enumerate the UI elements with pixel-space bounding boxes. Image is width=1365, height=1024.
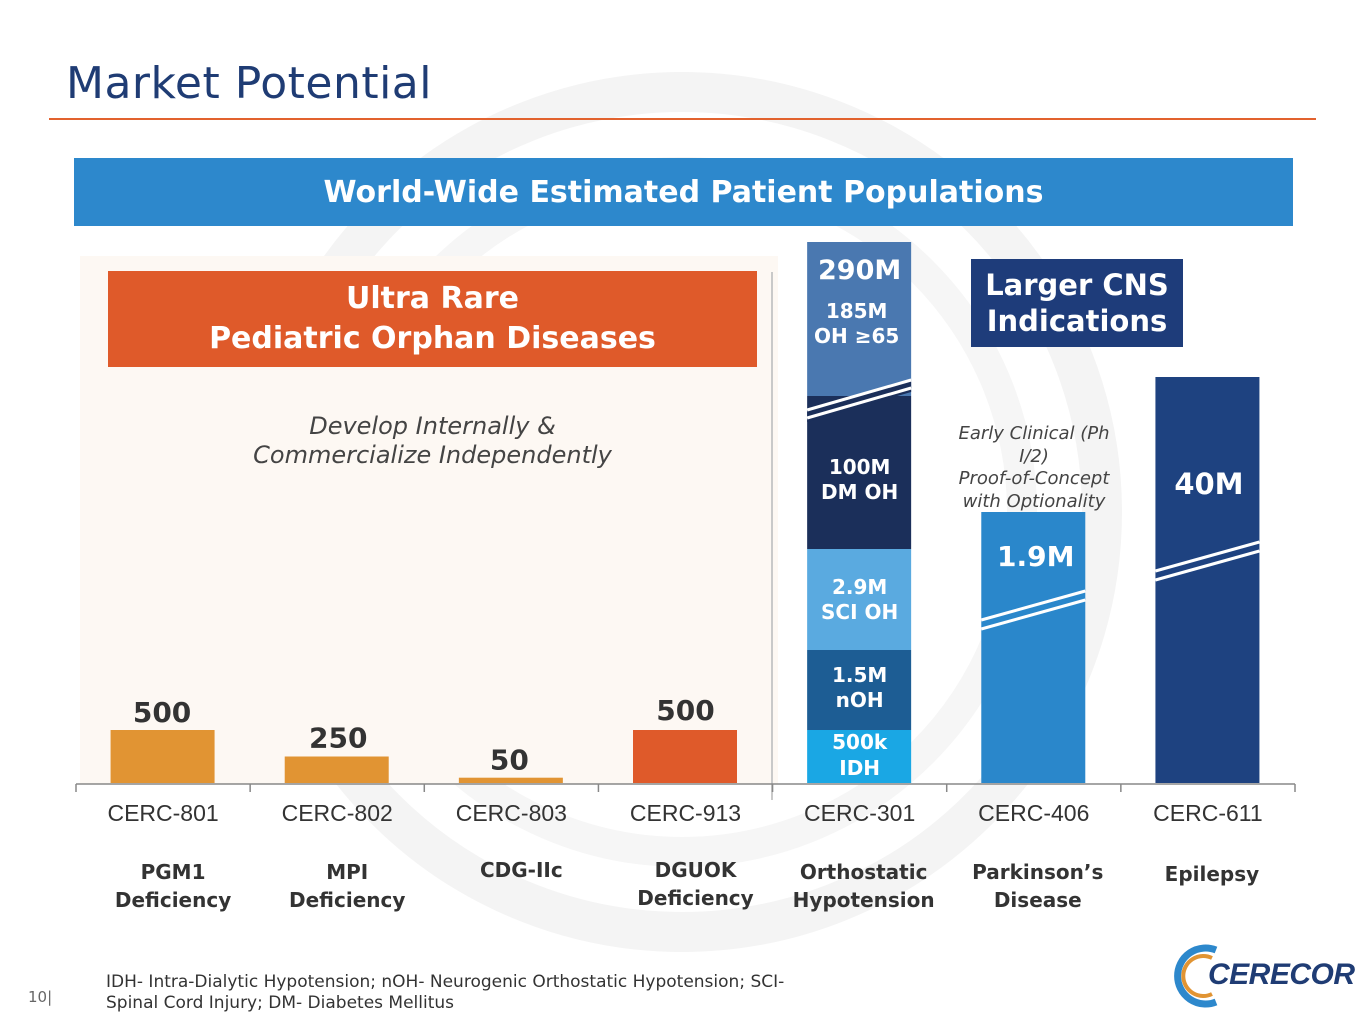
bar-segment-oh-65	[807, 242, 912, 396]
indication-label: DGUOK Deficiency	[609, 856, 783, 912]
x-tick-label-cerc-802: CERC-802	[281, 800, 393, 826]
indication-label-line: DGUOK	[654, 858, 737, 882]
bar-segment-dm-oh	[807, 396, 912, 549]
bar-cerc-913	[633, 730, 737, 783]
chart-banner: World-Wide Estimated Patient Populations	[74, 158, 1293, 226]
x-tick-label-cerc-803: CERC-803	[455, 800, 567, 826]
segment-label-value: 2.9M	[832, 575, 887, 599]
indication-label: PGM1 Deficiency	[86, 858, 260, 914]
early-note-line2: I/2)	[1019, 445, 1049, 467]
early-note-line3: Proof-of-Concept	[958, 468, 1110, 489]
segment-label-name: DM OH	[821, 480, 898, 504]
data-label-cerc-913: 500	[656, 694, 714, 727]
data-label-cerc-301: 290M	[818, 255, 901, 286]
segment-label-name: nOH	[836, 688, 884, 712]
early-note-line4: with Optionality	[962, 490, 1106, 512]
segment-label-value: 500k	[832, 730, 888, 754]
indication-label-line: MPI	[326, 860, 369, 884]
indication-label: CDG-IIc	[434, 856, 608, 884]
banner-text: World-Wide Estimated Patient Populations	[323, 174, 1044, 210]
cerecor-logo: CERECOR	[1172, 944, 1355, 1008]
data-label-cerc-803: 50	[490, 744, 529, 777]
page-number: 10|	[28, 988, 53, 1006]
footnote: IDH- Intra-Dialytic Hypotension; nOH- Ne…	[106, 972, 926, 1014]
segment-label-value: 185M	[826, 299, 888, 323]
develop-note-line2: Commercialize Independently	[253, 441, 612, 469]
indication-label: Parkinson’s Disease	[951, 858, 1125, 914]
x-tick-label-cerc-406: CERC-406	[978, 800, 1090, 826]
bar-cerc-801	[110, 730, 215, 783]
indication-label: MPI Deficiency	[260, 858, 434, 914]
early-clinical-note: Early Clinical (Ph I/2) Proof-of-Concept…	[930, 423, 1138, 513]
indication-label-line: Epilepsy	[1164, 862, 1260, 886]
indication-label-line: Parkinson’s	[972, 860, 1104, 884]
x-tick-label-cerc-801: CERC-801	[107, 800, 219, 826]
axis-break-line-406	[980, 589, 1086, 622]
develop-note-line1: Develop Internally &	[309, 412, 556, 440]
logo-text: CERECOR	[1208, 958, 1355, 991]
x-tick-label-cerc-301: CERC-301	[804, 800, 916, 826]
early-note-line1: Early Clinical (Ph	[958, 423, 1110, 444]
indication-label-line: Disease	[993, 888, 1082, 912]
data-label-cerc-406: 1.9M	[997, 540, 1074, 573]
bar-cerc-406	[981, 512, 1086, 783]
bar-cerc-802	[284, 756, 389, 783]
axis-break-line-611	[1155, 549, 1260, 582]
segment-label-name: OH ≥65	[814, 324, 899, 348]
data-label-cerc-802: 250	[309, 722, 367, 755]
indication-label-line: Deficiency	[637, 886, 754, 910]
indication-label-line: Deficiency	[289, 888, 406, 912]
axis-break-line-406	[980, 598, 1086, 631]
segment-label-name: IDH	[839, 756, 880, 780]
cns-header-line2: Indications	[986, 304, 1168, 338]
page-title: Market Potential	[66, 58, 432, 109]
bar-segment-idh	[807, 730, 912, 783]
axis-break-line-301	[806, 386, 912, 420]
axis-break-line-611	[1155, 540, 1260, 573]
cns-indications-header: Larger CNS Indications	[971, 259, 1183, 347]
group-divider	[771, 272, 773, 800]
indication-label-line: CDG-IIc	[479, 858, 563, 882]
bar-cerc-803	[458, 777, 563, 783]
footnote-line2: Spinal Cord Injury; DM- Diabetes Mellitu…	[106, 993, 455, 1013]
footnote-line1: IDH- Intra-Dialytic Hypotension; nOH- Ne…	[106, 972, 785, 992]
indication-label-line: Orthostatic	[799, 860, 928, 884]
cns-header-line1: Larger CNS	[985, 268, 1169, 302]
segment-label-value: 100M	[829, 455, 891, 479]
orphan-header-line1: Ultra Rare	[346, 281, 519, 316]
develop-internally-note: Develop Internally & Commercialize Indep…	[205, 412, 660, 470]
data-label-cerc-611: 40M	[1174, 467, 1243, 501]
segment-label-value: 1.5M	[832, 663, 887, 687]
bar-segment-sci-oh	[807, 549, 912, 650]
logo-swoosh-icon	[1174, 944, 1218, 1008]
bar-cerc-611	[1155, 377, 1260, 783]
indication-label-line: Hypotension	[792, 888, 935, 912]
segment-label-name: SCI OH	[821, 600, 898, 624]
indication-label: Epilepsy	[1125, 860, 1299, 888]
data-label-cerc-801: 500	[133, 696, 191, 729]
x-tick-label-cerc-611: CERC-611	[1153, 800, 1263, 826]
indication-label-line: Deficiency	[114, 888, 232, 912]
indication-label: Orthostatic Hypotension	[777, 858, 951, 914]
x-tick-label-cerc-913: CERC-913	[629, 800, 742, 826]
orphan-diseases-header: Ultra Rare Pediatric Orphan Diseases	[108, 271, 757, 367]
bar-segment-noh	[807, 650, 912, 730]
orphan-header-line2: Pediatric Orphan Diseases	[209, 321, 656, 356]
title-underline	[49, 118, 1316, 120]
indication-label-line: PGM1	[140, 860, 206, 884]
axis-break-line-301	[806, 378, 912, 412]
